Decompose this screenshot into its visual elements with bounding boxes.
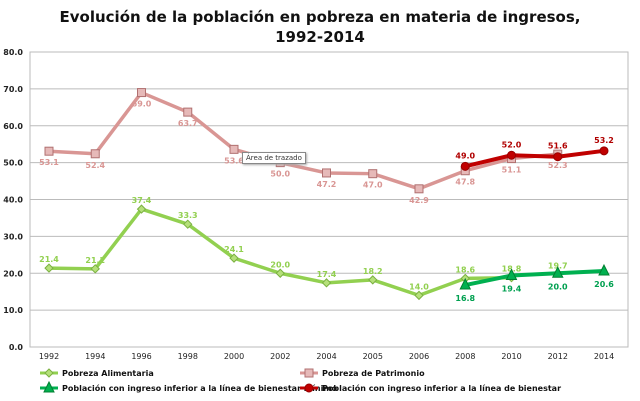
series-line-pobreza-de-patrimonio [48,90,558,191]
data-label-pobreza-alimentaria: 21.4 [39,255,59,264]
y-tick-label: 80.0 [3,48,23,57]
x-tick-label: 2006 [409,352,429,361]
x-tick-label: 2012 [548,352,568,361]
x-tick-label: 2010 [501,352,521,361]
y-tick-label: 20.0 [3,269,23,278]
data-point-pobreza-alimentaria [229,253,239,263]
data-label-poblacion-con-ingreso-inferior-a-la-linea-de-bienestar: 51.6 [548,142,568,151]
legend-marker-pobreza-de-patrimonio [304,368,314,378]
data-label-pobreza-alimentaria: 14.0 [409,282,429,291]
data-label-pobreza-de-patrimonio: 69.0 [132,100,152,109]
data-point-poblacion-con-ingreso-inferior-a-la-linea-de-bienestar-minimo [505,268,518,280]
data-label-pobreza-de-patrimonio: 53.1 [39,158,59,167]
data-point-poblacion-con-ingreso-inferior-a-la-linea-de-bienestar [460,161,470,171]
data-point-pobreza-de-patrimonio [322,168,331,178]
data-point-pobreza-alimentaria [368,275,378,285]
data-point-poblacion-con-ingreso-inferior-a-la-linea-de-bienestar [507,150,516,160]
x-tick-label: 2002 [270,352,290,361]
data-point-poblacion-con-ingreso-inferior-a-la-linea-de-bienestar-minimo [551,266,564,278]
data-point-pobreza-de-patrimonio [90,149,100,159]
legend-label-poblacion-con-ingreso-inferior-a-la-linea-de-bienestar: Población con ingreso inferior a la líne… [322,383,561,393]
data-label-pobreza-alimentaria: 33.3 [178,211,198,220]
series-line-pobreza-alimentaria [48,207,512,298]
data-label-pobreza-alimentaria: 17.4 [317,270,337,279]
x-tick-label: 2004 [316,352,336,361]
data-label-pobreza-alimentaria: 19.7 [548,261,568,270]
y-tick-label: 0.0 [9,343,24,352]
plot-area-tooltip: Área de trazado [242,152,306,164]
data-label-poblacion-con-ingreso-inferior-a-la-linea-de-bienestar-minimo: 19.4 [502,284,522,293]
legend-label-pobreza-de-patrimonio: Pobreza de Patrimonio [322,369,425,378]
legend-marker-poblacion-con-ingreso-inferior-a-la-linea-de-bienestar [304,383,314,393]
y-tick-label: 70.0 [3,85,23,94]
data-label-poblacion-con-ingreso-inferior-a-la-linea-de-bienestar-minimo: 20.6 [594,280,614,289]
data-label-poblacion-con-ingreso-inferior-a-la-linea-de-bienestar: 52.0 [502,140,522,149]
data-label-pobreza-de-patrimonio: 47.2 [317,180,337,189]
data-point-pobreza-de-patrimonio [44,146,54,156]
data-label-pobreza-de-patrimonio: 50.0 [270,170,290,179]
y-tick-label: 60.0 [3,122,23,131]
data-point-poblacion-con-ingreso-inferior-a-la-linea-de-bienestar [599,146,609,156]
data-label-pobreza-alimentaria: 37.4 [132,196,152,205]
data-point-pobreza-de-patrimonio [229,144,239,154]
y-tick-label: 50.0 [3,159,23,168]
series-line-poblacion-con-ingreso-inferior-a-la-linea-de-bienestar-minimo [464,269,605,288]
data-label-pobreza-de-patrimonio: 42.9 [409,196,429,205]
data-label-pobreza-de-patrimonio: 51.1 [502,166,522,175]
data-label-poblacion-con-ingreso-inferior-a-la-linea-de-bienestar-minimo: 16.8 [455,294,475,303]
x-tick-label: 2000 [224,352,244,361]
data-point-poblacion-con-ingreso-inferior-a-la-linea-de-bienestar [553,152,563,162]
data-label-poblacion-con-ingreso-inferior-a-la-linea-de-bienestar-minimo: 20.0 [548,282,568,291]
chart-title-line2: 1992-2014 [275,28,365,46]
legend-label-pobreza-alimentaria: Pobreza Alimentaria [62,369,154,378]
x-tick-label: 1994 [85,352,105,361]
data-point-pobreza-alimentaria [44,263,54,273]
data-point-pobreza-de-patrimonio [183,107,193,117]
y-tick-label: 40.0 [3,196,23,205]
data-point-pobreza-alimentaria [90,264,100,274]
data-point-pobreza-alimentaria [136,204,147,214]
legend-marker-poblacion-con-ingreso-inferior-a-la-linea-de-bienestar-minimo [43,380,55,393]
data-point-pobreza-de-patrimonio [368,169,378,179]
data-label-pobreza-alimentaria: 18.2 [363,267,383,276]
data-label-poblacion-con-ingreso-inferior-a-la-linea-de-bienestar: 49.0 [455,151,475,160]
data-point-pobreza-alimentaria [321,278,332,288]
y-tick-label: 30.0 [3,232,23,241]
data-point-pobreza-de-patrimonio [137,88,146,98]
data-label-poblacion-con-ingreso-inferior-a-la-linea-de-bienestar: 53.2 [594,136,614,145]
data-label-pobreza-alimentaria: 20.0 [270,260,290,269]
x-tick-label: 1996 [131,352,151,361]
chart-title-line1: Evolución de la población en pobreza en … [59,8,581,26]
data-point-pobreza-alimentaria [183,219,193,229]
data-label-pobreza-alimentaria: 21.2 [85,256,105,265]
series-line-poblacion-con-ingreso-inferior-a-la-linea-de-bienestar [464,148,605,169]
data-label-pobreza-de-patrimonio: 63.7 [178,119,198,128]
data-label-pobreza-alimentaria: 24.1 [224,245,244,254]
legend-marker-pobreza-alimentaria [44,368,54,378]
data-label-pobreza-de-patrimonio: 52.4 [85,161,105,170]
x-tick-label: 2008 [455,352,475,361]
data-label-pobreza-de-patrimonio: 47.0 [363,181,383,190]
data-point-poblacion-con-ingreso-inferior-a-la-linea-de-bienestar-minimo [459,277,472,290]
legend-label-poblacion-con-ingreso-inferior-a-la-linea-de-bienestar-minimo: Población con ingreso inferior a la líne… [62,383,338,393]
x-tick-label: 2014 [594,352,614,361]
x-tick-label: 1998 [178,352,198,361]
data-point-pobreza-de-patrimonio [414,184,424,194]
y-tick-label: 10.0 [3,306,23,315]
x-tick-label: 1992 [39,352,59,361]
data-label-pobreza-de-patrimonio: 52.3 [548,161,568,170]
data-label-pobreza-de-patrimonio: 53.6 [224,156,244,165]
data-point-pobreza-alimentaria [414,290,424,301]
data-point-pobreza-alimentaria [275,268,285,278]
x-tick-label: 2005 [363,352,383,361]
data-label-pobreza-alimentaria: 18.6 [455,265,475,274]
data-point-poblacion-con-ingreso-inferior-a-la-linea-de-bienestar-minimo [598,263,610,276]
data-label-pobreza-de-patrimonio: 47.8 [455,178,475,187]
